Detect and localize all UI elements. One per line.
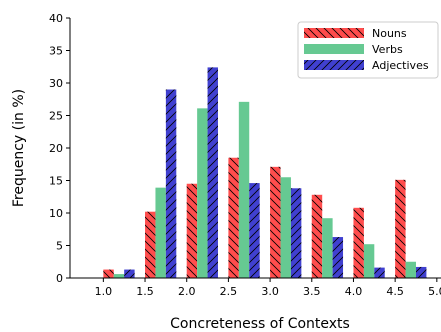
bar-hatch-nouns-2 (186, 183, 198, 278)
bar-verbs-3 (238, 101, 250, 278)
bar-verbs-4 (280, 177, 291, 278)
y-tick-label-8: 40 (49, 12, 63, 25)
y-tick-label-5: 25 (49, 110, 63, 123)
x-tick-label-4: 3.0 (261, 285, 279, 298)
y-tick-label-4: 20 (49, 142, 63, 155)
x-tick-label-1: 1.5 (136, 285, 154, 298)
x-tick-label-3: 2.5 (220, 285, 238, 298)
y-tick-label-6: 30 (49, 77, 63, 90)
bar-hatch-adjectives-3 (249, 183, 260, 278)
y-tick-label-7: 35 (49, 45, 63, 58)
bar-verbs-6 (363, 244, 375, 278)
bar-verbs-1 (155, 187, 166, 278)
legend-label-verbs: Verbs (372, 43, 403, 56)
x-tick-label-7: 4.5 (386, 285, 404, 298)
bar-verbs-7 (405, 261, 416, 278)
y-tick-label-0: 0 (56, 272, 63, 285)
legend-swatch-hatch-nouns (304, 28, 364, 38)
legend-label-adjectives: Adjectives (372, 59, 429, 72)
bar-hatch-adjectives-0 (124, 269, 135, 278)
bar-hatch-adjectives-7 (415, 266, 427, 278)
x-tick-label-6: 4.0 (345, 285, 363, 298)
bar-hatch-nouns-1 (145, 211, 156, 278)
x-tick-label-0: 1.0 (95, 285, 113, 298)
y-axis-title: Frequency (in %) (11, 89, 27, 207)
bar-hatch-adjectives-6 (374, 267, 385, 278)
bar-verbs-0 (113, 274, 125, 278)
bar-hatch-nouns-5 (311, 194, 323, 278)
legend-swatch-hatch-adjectives (304, 60, 364, 70)
y-tick-label-3: 15 (49, 175, 63, 188)
bar-hatch-nouns-7 (395, 179, 406, 278)
bar-hatch-adjectives-4 (290, 188, 302, 278)
x-axis-title: Concreteness of Contexts (170, 316, 350, 332)
bar-hatch-adjectives-1 (165, 89, 177, 278)
bar-hatch-adjectives-5 (332, 237, 344, 278)
y-tick-label-2: 10 (49, 207, 63, 220)
x-tick-label-5: 3.5 (303, 285, 321, 298)
x-tick-label-2: 2.0 (178, 285, 196, 298)
bar-hatch-nouns-4 (270, 166, 281, 278)
legend-label-nouns: Nouns (372, 27, 407, 40)
y-tick-label-1: 5 (56, 240, 63, 253)
bar-hatch-adjectives-2 (207, 67, 218, 279)
bar-hatch-nouns-6 (353, 207, 364, 278)
legend-swatch-verbs (304, 44, 364, 54)
plot-area: 0 5 10 15 20 25 30 35 40 1.0 1.5 2.0 2.5 3.0 3.5 4.0 4.5… (49, 12, 441, 298)
x-tick-label-8: 5.0 (428, 285, 441, 298)
bar-verbs-5 (322, 218, 333, 278)
bar-hatch-nouns-0 (103, 269, 114, 278)
bar-hatch-nouns-3 (228, 157, 239, 278)
bar-verbs-2 (197, 108, 208, 278)
